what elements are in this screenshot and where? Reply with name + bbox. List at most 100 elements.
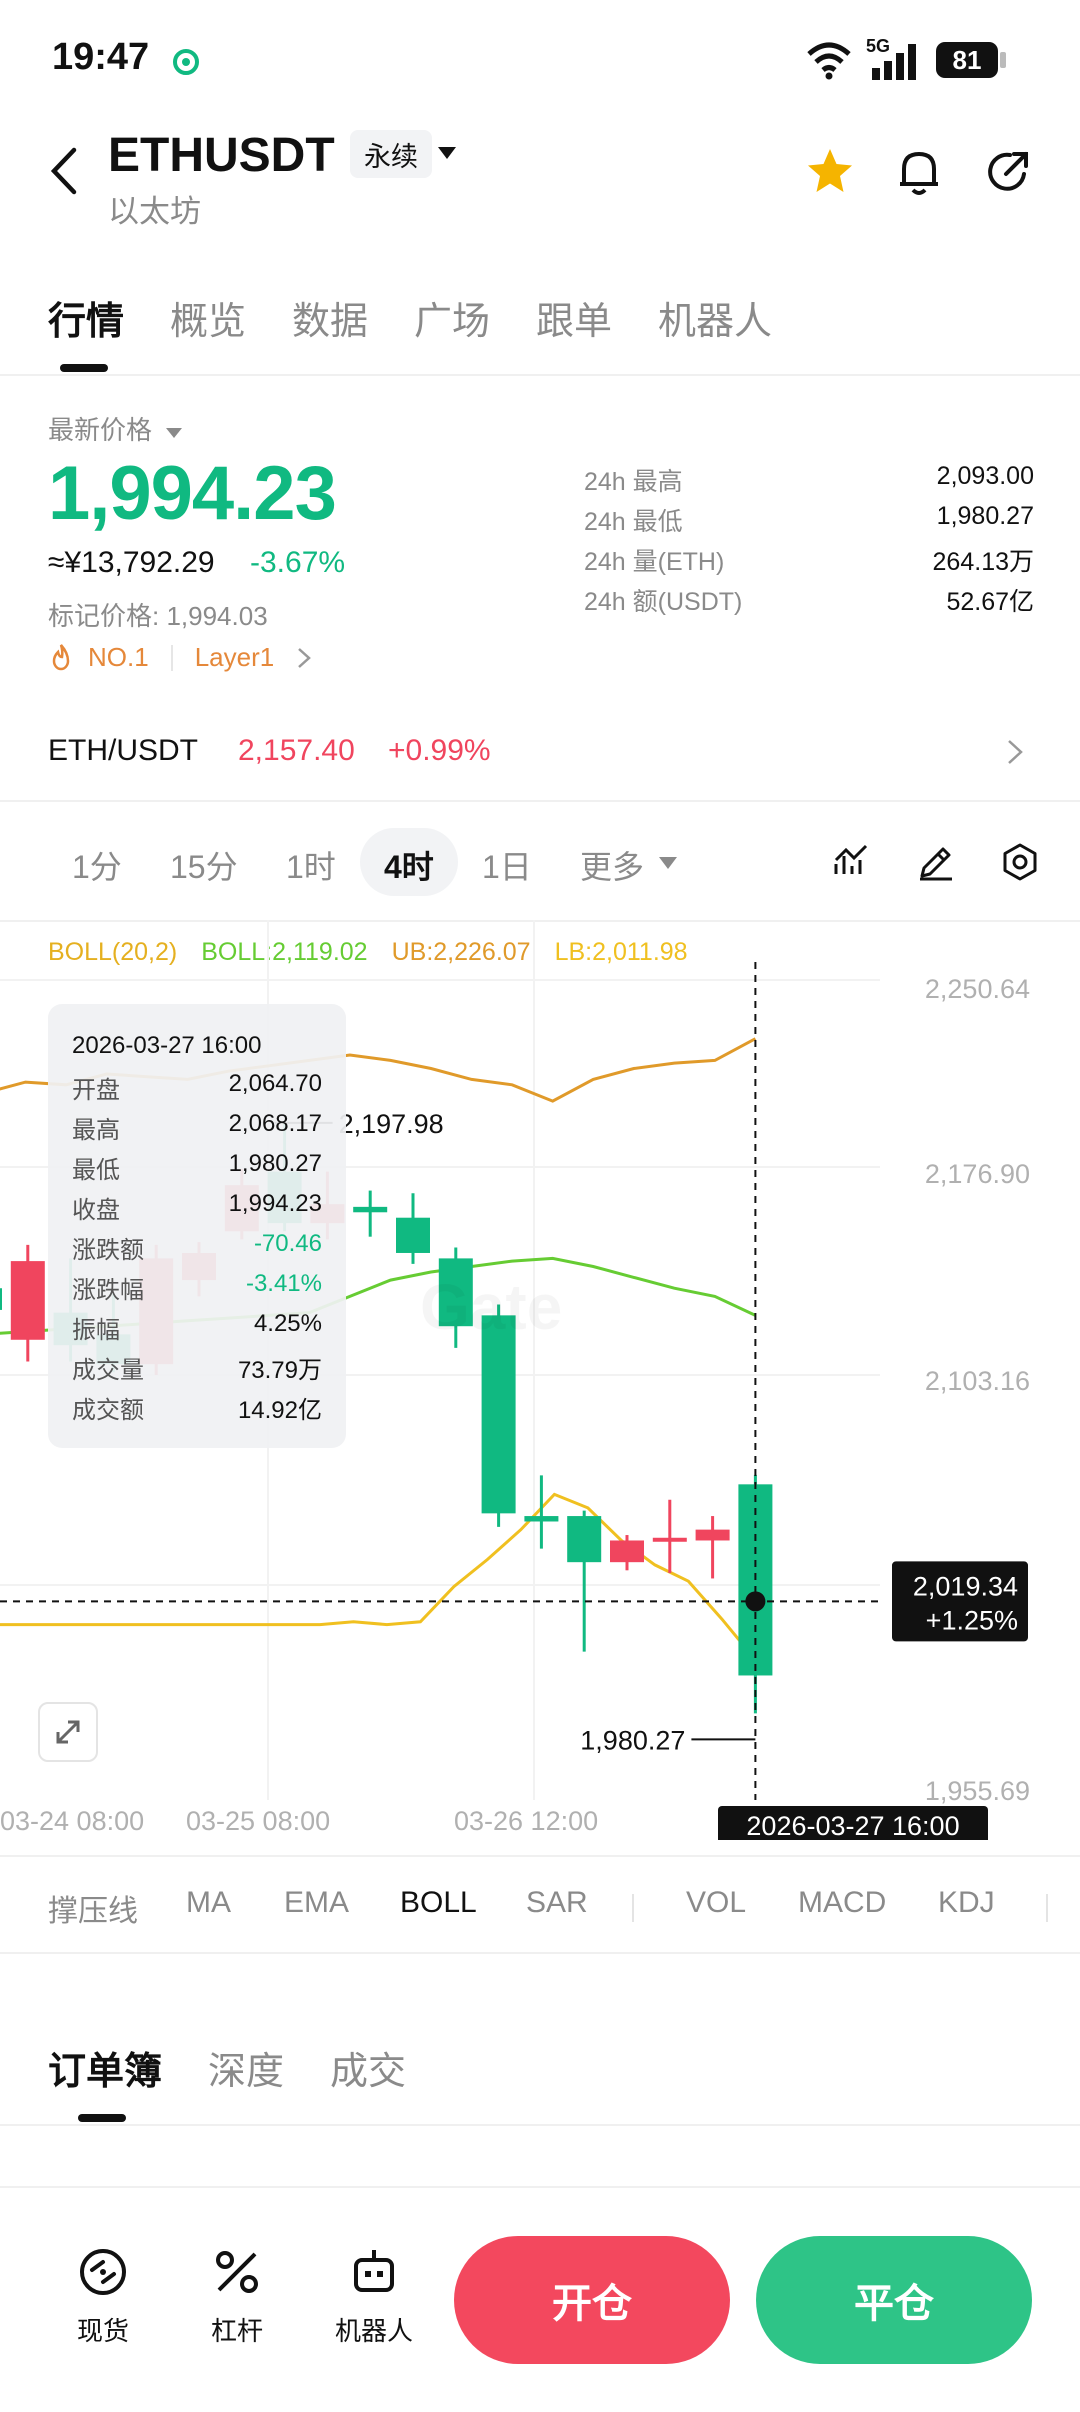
latest-price-text: 最新价格: [48, 415, 153, 445]
bottom-nav-robot[interactable]: 机器人: [324, 2244, 424, 2348]
tooltip-row: 收盘 1,994.23: [72, 1190, 322, 1230]
tooltip-row: 最高 2,068.17: [72, 1110, 322, 1150]
expand-chart-button[interactable]: [38, 1702, 98, 1762]
timeframe-1d[interactable]: 1日: [482, 849, 532, 885]
timeframe-more[interactable]: 更多: [580, 849, 645, 885]
indicator-macd[interactable]: MACD: [798, 1886, 887, 1919]
bottom-nav-leverage[interactable]: 杠杆: [200, 2244, 274, 2348]
divider: [0, 1855, 1080, 1857]
last-price: 1,994.23: [48, 451, 337, 536]
gate-watermark: Gate: [420, 1270, 562, 1344]
timeframe-1h[interactable]: 1时: [286, 849, 336, 885]
tab-copy-trade[interactable]: 跟单: [536, 301, 613, 343]
category-label: Layer1: [194, 642, 275, 672]
open-position-button[interactable]: 开仓: [454, 2236, 730, 2364]
candle-body: [10, 1261, 45, 1340]
crosshair-dot: [745, 1591, 766, 1612]
spot-icon: [80, 2249, 126, 2295]
main-tabs: 行情 概览 数据 广场 跟单 机器人: [0, 284, 1080, 374]
chevron-right-icon: [1008, 740, 1023, 764]
timeframe-4h-pill[interactable]: [360, 828, 458, 896]
tab-data[interactable]: 数据: [292, 301, 369, 343]
timeframe-bar: 1分 15分 1时 4时 1日 更多: [0, 822, 1080, 902]
wifi-icon: [805, 40, 853, 85]
timeframe-4h[interactable]: 4时: [384, 849, 434, 885]
tab-bots[interactable]: 机器人: [658, 301, 773, 343]
tab-trades[interactable]: 成交: [330, 2051, 407, 2093]
open-position-label: 开仓: [552, 2282, 632, 2326]
indicator-sar[interactable]: SAR: [526, 1886, 588, 1919]
battery-level: 81: [952, 45, 982, 75]
indicator-vol[interactable]: VOL: [686, 1886, 747, 1919]
favorite-star-icon[interactable]: [804, 146, 856, 201]
tab-overview[interactable]: 概览: [170, 301, 247, 343]
tooltip-row: 涨跌幅 -3.41%: [72, 1270, 322, 1310]
timeframe-1m[interactable]: 1分: [72, 849, 122, 885]
divider: [0, 374, 1080, 376]
tab-active-indicator: [60, 364, 108, 372]
contract-type-label: 永续: [364, 141, 418, 172]
indicator-ma[interactable]: MA: [186, 1886, 231, 1919]
chevron-down-icon[interactable]: [436, 145, 458, 166]
tooltip-label: 涨跌额: [72, 1237, 144, 1264]
indicator-support-resistance[interactable]: 撑压线: [48, 1895, 138, 1928]
flame-icon: [52, 643, 70, 670]
tab-square[interactable]: 广场: [414, 301, 491, 343]
bottom-nav-spot[interactable]: 现货: [66, 2244, 140, 2348]
boll-legend: BOLL(20,2) BOLL:2,119.02 UB:2,226.07 LB:…: [48, 938, 688, 967]
tooltip-value: -3.41%: [245, 1270, 322, 1297]
candle-body: [610, 1540, 644, 1563]
symbol-subtitle: 以太坊: [108, 194, 201, 229]
spot-change: +0.99%: [388, 734, 491, 767]
tooltip-label: 成交量: [72, 1357, 144, 1384]
tooltip-row: 开盘 2,064.70: [72, 1070, 322, 1110]
tooltip-label: 收盘: [72, 1197, 120, 1224]
signal-5g-label: 5G: [866, 36, 891, 56]
boll-lb-value: LB:2,011.98: [554, 938, 688, 966]
latest-price-label[interactable]: 最新价格: [48, 410, 183, 447]
divider: [0, 2124, 1080, 2126]
tab-order-book[interactable]: 订单簿: [48, 2051, 163, 2093]
boll-mid-value: BOLL:2,119.02: [201, 938, 368, 966]
divider: [0, 1952, 1080, 1954]
timeframe-15m[interactable]: 15分: [170, 849, 238, 885]
stat-label: 24h 最低: [584, 508, 683, 536]
indicator-boll[interactable]: BOLL: [400, 1886, 477, 1919]
candle-body: [567, 1516, 602, 1563]
tooltip-label: 最高: [72, 1117, 120, 1144]
candle-body: [524, 1516, 559, 1522]
bell-icon[interactable]: [896, 146, 942, 203]
candle-body: [695, 1529, 730, 1541]
chevron-right-icon: [298, 647, 312, 668]
rank-tag[interactable]: NO.1 Layer1: [48, 642, 312, 673]
tooltip-label: 振幅: [72, 1317, 120, 1344]
mark-price: 标记价格: 1,994.03: [48, 601, 268, 631]
tooltip-value: 73.79万: [237, 1357, 322, 1384]
status-bar: 19:47 5G 81: [0, 0, 1080, 120]
tooltip-value: 1,980.27: [228, 1150, 322, 1177]
tooltip-rows: 开盘 2,064.70 最高 2,068.17 最低 1,980.27 收盘 1,994.23…: [72, 1070, 322, 1430]
spot-row[interactable]: ETH/USDT 2,157.40 +0.99%: [0, 720, 1080, 784]
tab-market[interactable]: 行情: [48, 301, 125, 343]
settings-icon[interactable]: [1000, 842, 1040, 882]
draw-pen-icon[interactable]: [916, 842, 956, 882]
close-position-button[interactable]: 平仓: [756, 2236, 1032, 2364]
expand-icon: [56, 1720, 80, 1744]
tooltip-value: -70.46: [253, 1230, 322, 1257]
spot-price: 2,157.40: [238, 734, 355, 767]
share-icon[interactable]: [984, 148, 1032, 201]
contract-type-badge[interactable]: 永续: [350, 130, 432, 178]
crosshair-price-box: [892, 1561, 1028, 1642]
symbol-title[interactable]: ETHUSDT: [108, 129, 335, 182]
price-cny: ≈¥13,792.29: [48, 546, 215, 579]
indicator-chart-icon[interactable]: [832, 842, 872, 882]
divider: [0, 920, 1080, 922]
back-icon[interactable]: [48, 146, 82, 201]
stat-label: 24h 额(USDT): [584, 588, 743, 616]
tab-depth[interactable]: 深度: [208, 2051, 285, 2093]
indicator-kdj[interactable]: KDJ: [938, 1886, 995, 1919]
price-change-pct: -3.67%: [250, 546, 346, 579]
indicator-ema[interactable]: EMA: [284, 1886, 350, 1919]
nav-label: 现货: [76, 2316, 129, 2346]
caret-down-icon: [659, 857, 677, 869]
